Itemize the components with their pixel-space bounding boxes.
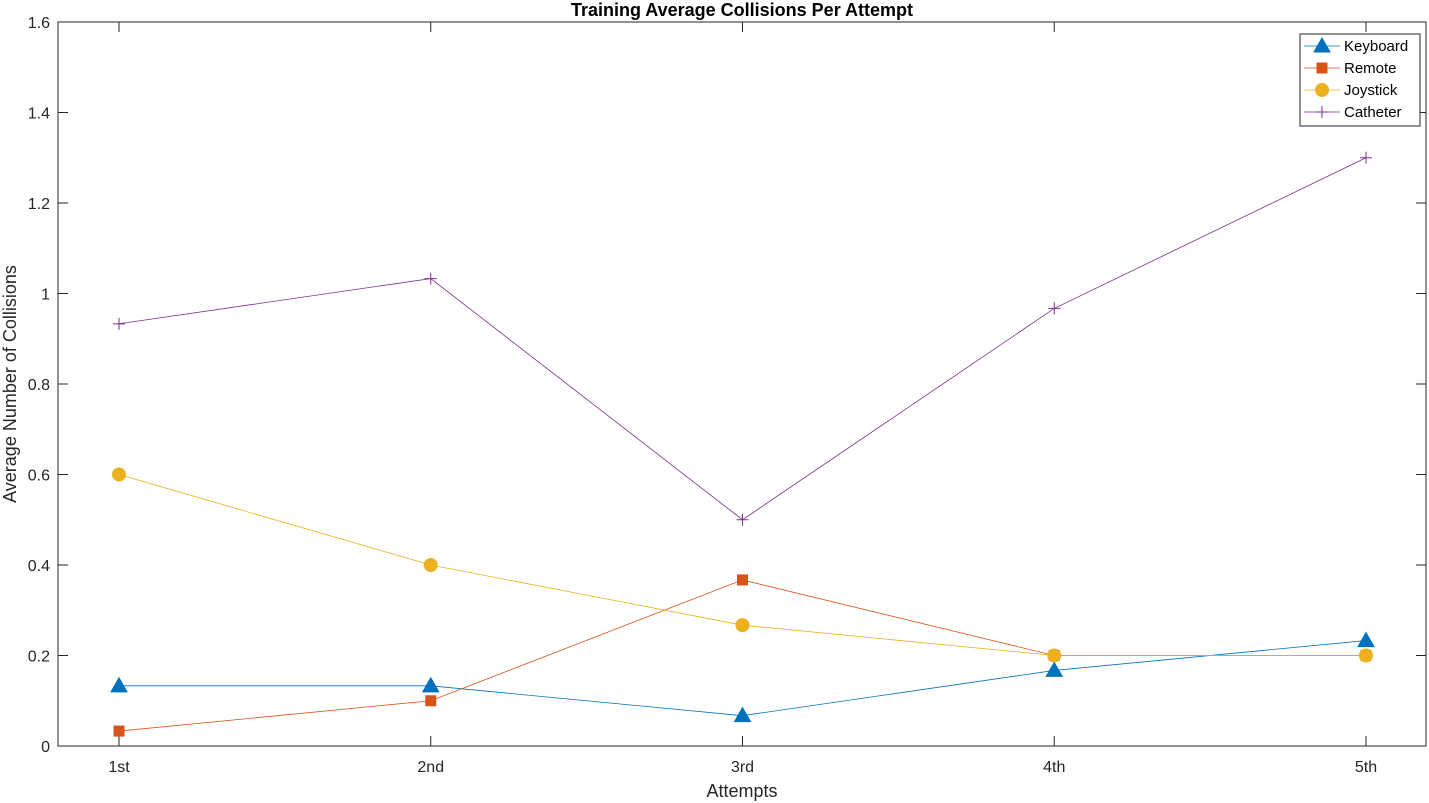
- x-axis-title: Attempts: [706, 781, 777, 801]
- y-tick-label: 1.6: [28, 15, 50, 32]
- series-layer: [110, 151, 1375, 737]
- data-point: [1359, 648, 1373, 663]
- y-tick-label: 0.8: [28, 377, 50, 394]
- data-point: [425, 695, 437, 707]
- y-tick-label: 1.4: [28, 106, 50, 123]
- legend-label: Keyboard: [1344, 38, 1408, 55]
- data-point: [736, 513, 749, 526]
- legend-marker: [1316, 62, 1328, 74]
- data-point: [1045, 661, 1064, 677]
- x-tick-label: 4th: [1043, 759, 1065, 776]
- legend-label: Remote: [1344, 60, 1397, 77]
- data-point: [1360, 151, 1372, 164]
- legend-item: Joystick: [1304, 82, 1398, 99]
- x-tick-label: 3rd: [731, 759, 754, 776]
- data-point: [733, 706, 752, 723]
- legend-item: Remote: [1304, 60, 1397, 77]
- data-point: [423, 558, 438, 572]
- data-point: [110, 676, 128, 693]
- data-point: [113, 317, 125, 330]
- legend-item: Catheter: [1304, 104, 1402, 121]
- data-point: [1047, 648, 1062, 663]
- series-keyboard: [110, 631, 1375, 723]
- legend-marker: [1315, 83, 1329, 97]
- series-catheter: [113, 151, 1372, 526]
- data-point: [421, 676, 440, 693]
- data-point: [737, 574, 748, 586]
- data-point: [1048, 302, 1061, 315]
- y-tick-label: 0: [41, 739, 50, 756]
- y-tick-label: 1: [41, 287, 50, 304]
- data-point: [1357, 631, 1375, 648]
- x-tick-label: 1st: [108, 759, 130, 776]
- series-joystick: [112, 467, 1373, 663]
- data-point: [735, 618, 750, 633]
- legend-label: Catheter: [1344, 104, 1402, 121]
- legend-item: Keyboard: [1304, 36, 1408, 55]
- legend-label: Joystick: [1344, 82, 1398, 99]
- y-tick-label: 0.4: [28, 558, 50, 575]
- data-point: [113, 725, 125, 737]
- data-point: [424, 272, 437, 285]
- plot-frame: [57, 21, 1427, 747]
- plot-area: [58, 22, 1426, 746]
- x-tick-label: 5th: [1355, 759, 1377, 776]
- legend-marker: [1316, 106, 1328, 118]
- axis-ticks: 0 0.2 0.4 0.6 0.8 1 1.2 1.4 1.6 1st 2nd 3rd 4th 5th: [28, 15, 1426, 776]
- x-tick-label: 2nd: [417, 759, 444, 776]
- y-tick-label: 0.6: [28, 468, 50, 485]
- y-axis-title: Average Number of Collisions: [0, 265, 20, 503]
- legend: Keyboard Remote Joystick Catheter: [1299, 33, 1421, 127]
- y-tick-label: 1.2: [28, 196, 50, 213]
- data-point: [112, 467, 126, 482]
- legend-marker: [1313, 36, 1331, 53]
- chart-title: Training Average Collisions Per Attempt: [571, 0, 913, 20]
- y-tick-label: 0.2: [28, 649, 50, 666]
